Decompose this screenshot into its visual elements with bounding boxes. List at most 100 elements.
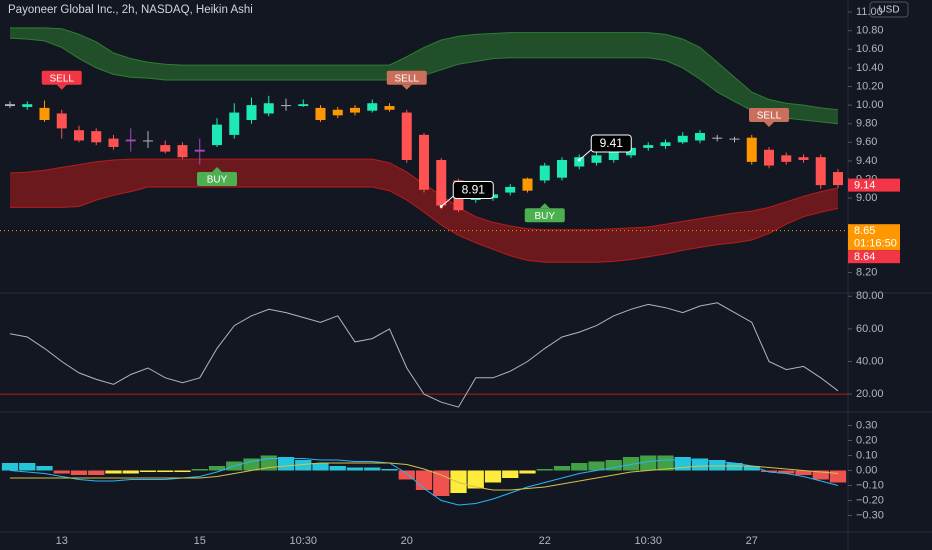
histogram-bar — [88, 470, 105, 475]
y-tick-label: 9.80 — [856, 118, 877, 130]
candle-body — [350, 107, 360, 113]
y-tick-label: 10.40 — [856, 62, 884, 74]
y-tick-label: 9.60 — [856, 136, 877, 148]
signal-box — [524, 208, 565, 223]
price-tag — [848, 250, 900, 264]
y-tick-label: 40.00 — [856, 355, 884, 367]
candle-body — [833, 172, 843, 186]
candle-body — [108, 138, 119, 147]
callout-box — [452, 180, 494, 199]
candle-body — [470, 198, 481, 200]
callout-label: 9.41 — [600, 136, 624, 150]
currency-box[interactable] — [869, 1, 909, 18]
candle-body — [160, 145, 171, 152]
signal-arrow — [56, 84, 67, 90]
candle-body — [591, 155, 602, 163]
candle-body — [660, 142, 671, 147]
histogram-bar — [795, 470, 812, 475]
candle-body — [125, 139, 136, 142]
candle-body — [419, 134, 429, 190]
histogram-bar — [571, 463, 588, 471]
histogram-bar — [502, 470, 519, 478]
x-tick-label: 15 — [194, 535, 206, 547]
histogram-bar — [553, 466, 571, 471]
candle-body — [143, 140, 153, 142]
y-tick-label: 10.20 — [856, 80, 884, 92]
candle-body — [246, 105, 257, 120]
signal-label: BUY — [534, 211, 555, 222]
indicator-line — [9, 302, 839, 408]
y-tick-label: 8.20 — [856, 266, 877, 278]
candle-body — [729, 138, 740, 140]
candle-body — [56, 113, 67, 129]
candle-body — [263, 103, 274, 114]
histogram-bar — [433, 470, 450, 496]
histogram-bar — [829, 470, 847, 483]
y-tick-label: 9.40 — [856, 155, 877, 167]
histogram-bar — [139, 470, 157, 472]
candle-body — [522, 178, 533, 191]
histogram-bar — [122, 470, 139, 474]
histogram-bar — [329, 466, 346, 471]
candle-body — [5, 104, 15, 107]
histogram-bar — [53, 470, 70, 474]
histogram-bar — [640, 455, 657, 471]
y-tick-label: 0.00 — [856, 464, 877, 476]
histogram-bar — [760, 470, 778, 472]
y-tick-label: 20.00 — [856, 388, 884, 400]
histogram-bar — [70, 470, 88, 475]
y-tick-label: −0.10 — [856, 479, 884, 491]
histogram-bar — [295, 460, 312, 471]
signal-arrow — [212, 166, 222, 172]
signal-label: SELL — [50, 73, 75, 84]
histogram-bar — [346, 467, 364, 471]
histogram-bar — [157, 470, 174, 472]
histogram-bar — [243, 458, 260, 471]
x-tick-label: 13 — [56, 535, 68, 547]
candle-body — [91, 131, 102, 143]
histogram-bar — [657, 455, 674, 471]
candle-body — [281, 105, 291, 107]
signal-arrow — [539, 203, 550, 209]
candle-body — [401, 112, 412, 160]
histogram-bar — [174, 470, 191, 472]
histogram-bar — [467, 470, 484, 489]
candle-body — [194, 149, 205, 152]
candle-body — [212, 124, 222, 146]
candle-body — [798, 157, 809, 160]
price-tag-label: 9.14 — [854, 180, 875, 192]
histogram-bar — [191, 469, 208, 471]
candle-body — [574, 157, 585, 167]
indicator-line — [10, 462, 839, 491]
candle-body — [315, 107, 326, 120]
histogram-bar — [381, 469, 398, 471]
signal-box — [41, 70, 82, 85]
x-tick-label: 22 — [539, 535, 551, 547]
histogram-bar — [36, 466, 53, 471]
signal-label: SELL — [757, 111, 782, 122]
chart-title: Payoneer Global Inc., 2h, NASDAQ, Heikin… — [8, 4, 253, 16]
y-tick-label: −0.30 — [856, 509, 884, 521]
histogram-bar — [536, 469, 553, 471]
candle-body — [626, 147, 636, 156]
currency-label[interactable]: USD — [878, 5, 899, 16]
candle-body — [746, 137, 757, 162]
histogram-bar — [726, 463, 743, 471]
y-tick-label: −0.20 — [856, 494, 884, 506]
signal-box — [197, 171, 237, 186]
signal-box — [749, 107, 789, 122]
histogram-bar — [364, 467, 381, 471]
signal-label: BUY — [207, 175, 228, 186]
candle-body — [815, 157, 826, 186]
band-fill — [10, 27, 838, 124]
histogram-bar — [812, 470, 829, 480]
histogram-bar — [312, 463, 329, 471]
x-tick-label: 10:30 — [289, 535, 317, 547]
histogram-bar — [743, 466, 760, 471]
histogram-bar — [691, 458, 709, 471]
histogram-bar — [622, 457, 640, 471]
candle-body — [643, 145, 654, 148]
candle-body — [539, 165, 550, 181]
